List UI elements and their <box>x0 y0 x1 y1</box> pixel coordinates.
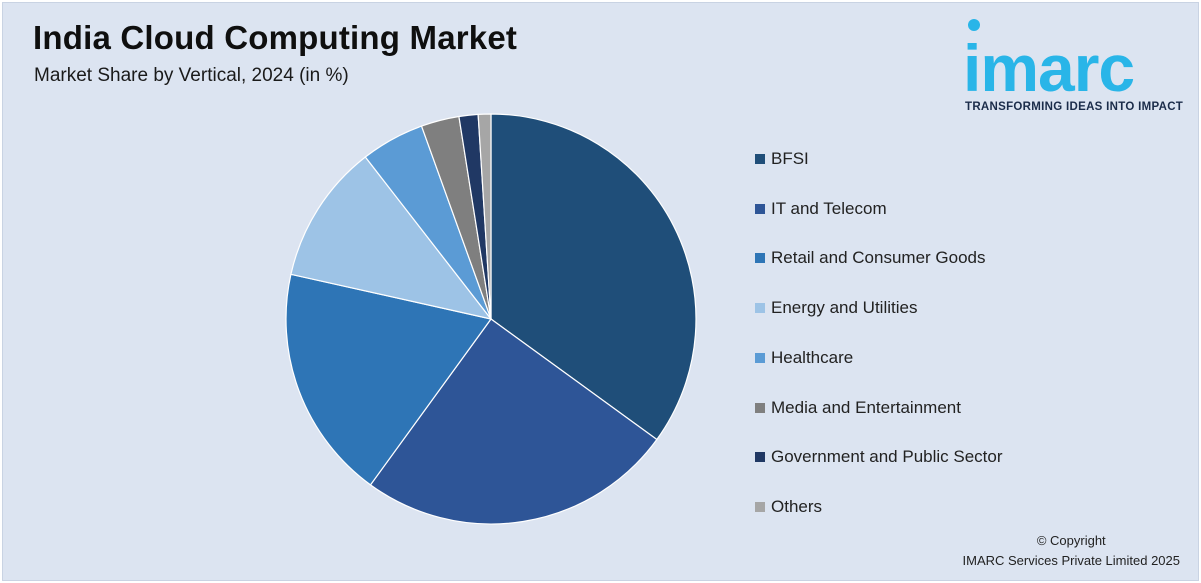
copyright-notice: © Copyright IMARC Services Private Limit… <box>963 531 1180 571</box>
legend-item: Others <box>755 496 822 518</box>
chart-title: India Cloud Computing Market <box>33 19 518 56</box>
pie-chart <box>285 113 697 525</box>
logo-wordmark: imarc <box>963 31 1135 105</box>
copyright-line-1: © Copyright <box>1036 533 1106 548</box>
legend-swatch <box>755 402 765 413</box>
pie-slice-others <box>477 113 492 320</box>
legend-item: Healthcare <box>755 347 853 369</box>
copyright-line-2: IMARC Services Private Limited 2025 <box>962 553 1180 568</box>
pie-slice-it-and-telecom <box>369 318 658 525</box>
legend-swatch <box>755 203 765 214</box>
legend-item: Energy and Utilities <box>755 297 917 319</box>
legend-label: Energy and Utilities <box>771 298 918 318</box>
legend-label: Media and Entertainment <box>771 397 961 417</box>
legend-swatch <box>755 352 765 363</box>
legend-swatch <box>755 452 765 463</box>
legend-label: BFSI <box>771 149 809 168</box>
legend-item: IT and Telecom <box>755 198 887 220</box>
legend-swatch <box>755 253 765 264</box>
chart-subtitle: Market Share by Vertical, 2024 (in %) <box>34 65 349 86</box>
imarc-logo: imarc TRANSFORMING IDEAS INTO IMPACT <box>961 17 1193 117</box>
legend-label: Retail and Consumer Goods <box>771 248 986 268</box>
legend-swatch <box>755 154 765 164</box>
legend-item: BFSI <box>755 148 809 170</box>
legend-swatch <box>755 501 765 512</box>
legend-item: Government and Public Sector <box>755 446 1003 468</box>
pie-slice-energy-and-utilities <box>290 156 493 320</box>
legend-label: Healthcare <box>771 347 854 367</box>
logo-tagline: TRANSFORMING IDEAS INTO IMPACT <box>965 101 1184 113</box>
legend-label: IT and Telecom <box>771 198 887 218</box>
pie-slice-retail-and-consumer-goods <box>285 273 493 486</box>
legend-swatch <box>755 303 765 314</box>
legend-label: Government and Public Sector <box>771 447 1003 467</box>
logo-dot <box>968 19 980 31</box>
pie-slice-bfsi <box>490 113 697 441</box>
legend-item: Media and Entertainment <box>755 397 961 419</box>
legend-item: Retail and Consumer Goods <box>755 247 986 269</box>
legend-label: Others <box>771 496 823 516</box>
